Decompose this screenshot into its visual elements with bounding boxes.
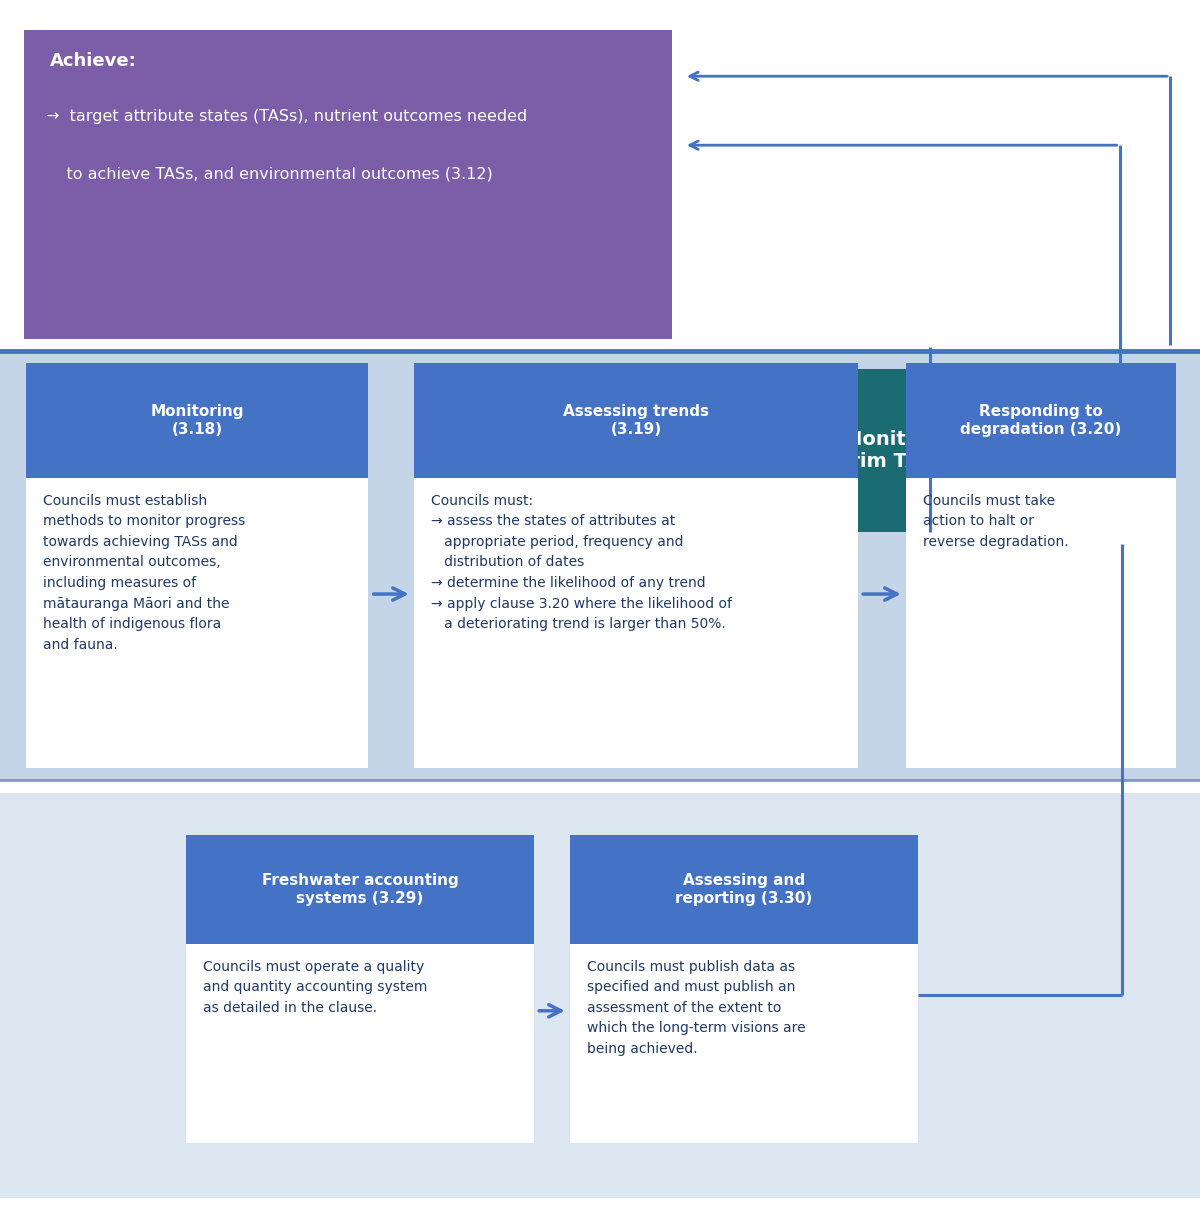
Text: Councils must establish
methods to monitor progress
towards achieving TASs and
e: Councils must establish methods to monit… — [43, 494, 246, 652]
Bar — [414, 478, 858, 768]
Text: Councils must take
action to halt or
reverse degradation.: Councils must take action to halt or rev… — [923, 494, 1068, 549]
Bar — [570, 944, 918, 1143]
Text: Monitor against
interim TASs and TASs: Monitor against interim TASs and TASs — [808, 431, 1052, 471]
Text: to achieve TASs, and environmental outcomes (3.12): to achieve TASs, and environmental outco… — [46, 167, 492, 182]
Bar — [0, 793, 1200, 1198]
Bar — [24, 30, 672, 339]
Text: Freshwater accounting
systems (3.29): Freshwater accounting systems (3.29) — [262, 874, 458, 905]
Text: Achieve:: Achieve: — [50, 52, 137, 70]
Text: Councils must operate a quality
and quantity accounting system
as detailed in th: Councils must operate a quality and quan… — [203, 960, 427, 1015]
Text: Councils must publish data as
specified and must publish an
assessment of the ex: Councils must publish data as specified … — [587, 960, 805, 1056]
Bar — [0, 351, 1200, 780]
Text: Responding to
degradation (3.20): Responding to degradation (3.20) — [960, 404, 1122, 437]
Text: →  target attribute states (TASs), nutrient outcomes needed: → target attribute states (TASs), nutrie… — [46, 109, 527, 123]
Bar — [906, 363, 1176, 478]
Text: Assessing trends
(3.19): Assessing trends (3.19) — [563, 404, 709, 437]
Bar — [414, 363, 858, 478]
Bar — [26, 478, 368, 768]
Bar — [906, 478, 1176, 768]
Bar — [690, 369, 1170, 532]
Bar — [186, 944, 534, 1143]
Bar — [26, 363, 368, 478]
Text: Monitoring
(3.18): Monitoring (3.18) — [151, 404, 244, 437]
Text: Assessing and
reporting (3.30): Assessing and reporting (3.30) — [676, 874, 812, 905]
Bar — [186, 835, 534, 944]
Bar — [570, 835, 918, 944]
Text: Councils must:
→ assess the states of attributes at
   appropriate period, frequ: Councils must: → assess the states of at… — [431, 494, 732, 632]
